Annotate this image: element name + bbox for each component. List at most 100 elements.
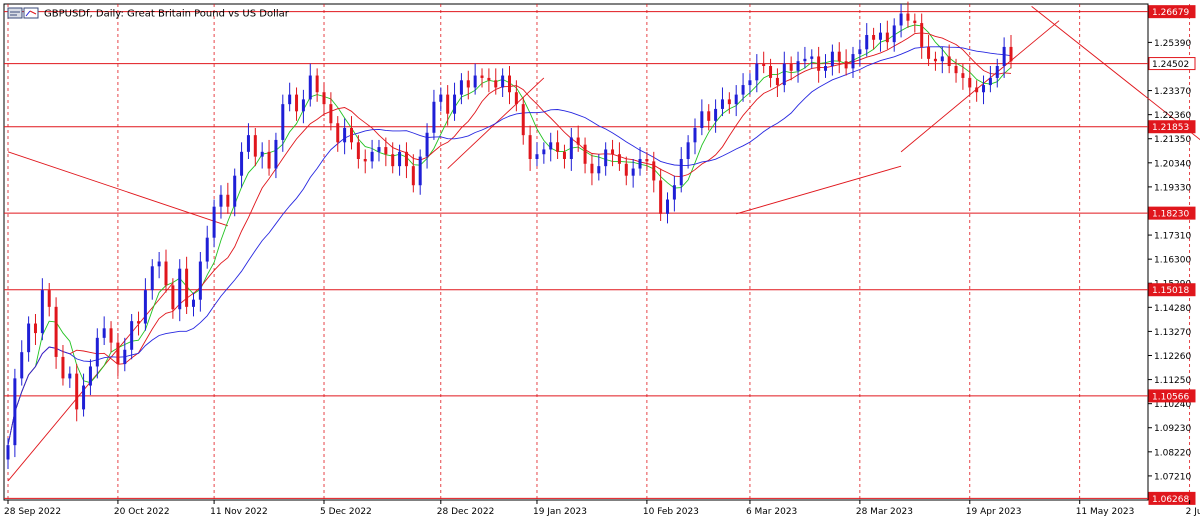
candle [322, 82, 326, 117]
candle-body [755, 63, 759, 81]
candle [336, 116, 340, 152]
candle-body [439, 94, 443, 102]
candle [617, 142, 621, 171]
candle [432, 89, 436, 140]
candle [370, 139, 374, 169]
candle [501, 68, 505, 97]
candle-body [851, 54, 855, 69]
candle-body [906, 13, 910, 21]
price-axis[interactable]: 1.253901.244001.233701.223601.213501.203… [1148, 5, 1196, 505]
candle [384, 137, 388, 167]
candle [508, 66, 511, 105]
candle [6, 438, 10, 469]
candle-body [315, 75, 319, 93]
candle-body [322, 92, 326, 105]
candle-body [686, 142, 690, 159]
candle-body [398, 151, 402, 167]
level-label-3[interactable]: 1.18230 [1152, 210, 1189, 220]
level-label-0[interactable]: 1.26679 [1152, 8, 1189, 18]
candle [789, 56, 793, 81]
candle-body [769, 66, 773, 78]
candle-body [54, 306, 58, 357]
trendline-1[interactable] [7, 151, 228, 227]
candle-body [205, 237, 209, 262]
level-label-1[interactable]: 1.24502 [1152, 60, 1189, 70]
x-tick-label-7: 6 Mar 2023 [746, 507, 797, 517]
candle-body [714, 108, 718, 121]
candle-body [219, 194, 223, 207]
candle [624, 156, 628, 186]
candle [645, 151, 649, 171]
candle [308, 63, 312, 107]
ma-slow-line [7, 46, 1012, 446]
level-label-5[interactable]: 1.10566 [1152, 392, 1189, 402]
candle [33, 314, 37, 345]
candle-body [356, 142, 360, 159]
candle-body [782, 63, 786, 86]
candle [858, 39, 862, 66]
horizontal-levels[interactable] [4, 11, 1148, 499]
level-label-2[interactable]: 1.21853 [1152, 123, 1189, 133]
candle-body [487, 77, 491, 81]
candle-body [260, 151, 264, 157]
candle [274, 132, 278, 179]
candle [817, 46, 821, 83]
trendline-4[interactable] [900, 20, 1060, 153]
candle [762, 51, 766, 74]
candle [212, 199, 216, 248]
candle [487, 68, 491, 93]
candle [315, 68, 319, 102]
candle [583, 137, 587, 174]
candle-body [700, 111, 704, 128]
candle-body [514, 92, 518, 105]
candle-body [899, 13, 903, 26]
trendline-2[interactable] [736, 165, 902, 215]
candle [844, 49, 848, 76]
chart-title: GBPUSDf, Daily: Great Britain Pound vs U… [44, 9, 290, 20]
x-tick-label-5: 19 Jan 2023 [533, 507, 587, 517]
candle [782, 51, 786, 93]
candle [741, 73, 745, 102]
y-tick-label-11: 1.14280 [1154, 304, 1191, 314]
candle-body [988, 77, 992, 86]
y-tick-label-8: 1.17310 [1154, 232, 1191, 242]
candle-body [308, 75, 312, 100]
candle-body [528, 135, 532, 159]
candle [892, 18, 896, 52]
x-tick-label-0: 28 Sep 2022 [4, 507, 61, 517]
level-label-4[interactable]: 1.15018 [1152, 286, 1189, 296]
candle-body [102, 328, 106, 338]
candle [27, 316, 31, 362]
y-tick-label-6: 1.19330 [1154, 183, 1191, 193]
candle-body [933, 58, 937, 62]
candle [576, 125, 580, 152]
candle-body [418, 156, 422, 186]
candle-body [123, 349, 127, 365]
candle [535, 142, 539, 167]
x-tick-label-4: 28 Dec 2022 [437, 507, 495, 517]
candle-body [796, 61, 800, 71]
candle [329, 92, 333, 131]
candle-body [466, 80, 470, 88]
candle [425, 123, 429, 169]
time-axis[interactable]: 28 Sep 2022 20 Oct 2022 11 Nov 2022 5 Dec 2… [4, 500, 1200, 517]
candle [219, 185, 223, 219]
candle-body [109, 328, 113, 343]
candle [885, 20, 889, 50]
level-label-6[interactable]: 1.06268 [1152, 495, 1189, 505]
candle [714, 99, 718, 133]
candle-body [150, 266, 154, 291]
chart-window-icon [7, 7, 23, 19]
candle-body [837, 51, 841, 62]
trendline-5[interactable] [1031, 6, 1200, 202]
candle [61, 345, 65, 386]
y-tick-label-12: 1.13270 [1154, 328, 1191, 338]
candle [995, 58, 999, 88]
candle-body [178, 268, 182, 310]
candle-body [494, 80, 498, 88]
candle [95, 328, 99, 379]
candle [439, 87, 443, 112]
candle [707, 104, 711, 131]
